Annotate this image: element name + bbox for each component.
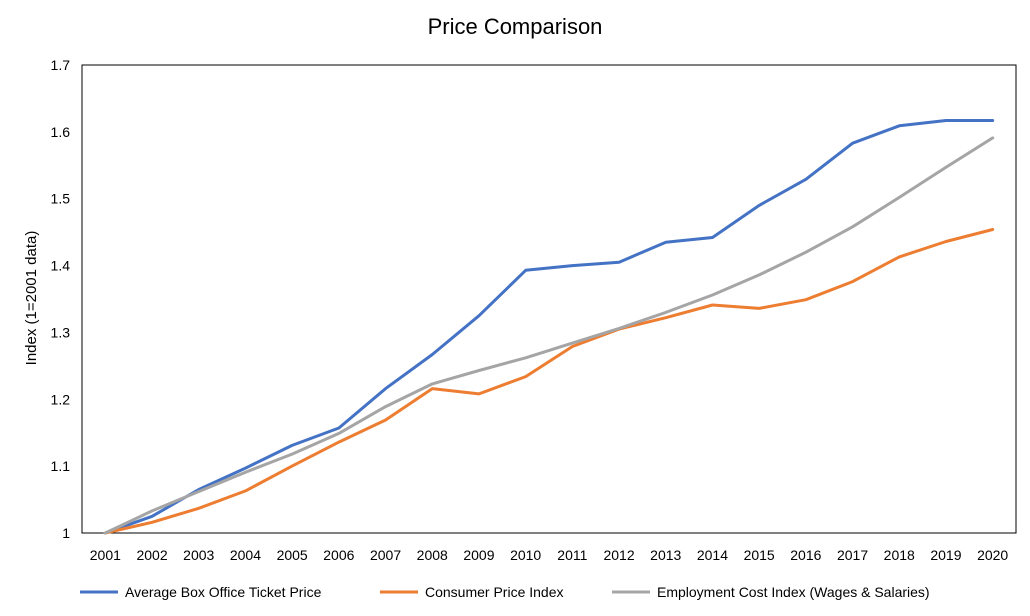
plot-frame (81, 64, 1017, 534)
x-tick-label: 2009 (463, 547, 494, 563)
legend-label: Average Box Office Ticket Price (125, 584, 322, 600)
x-tick-label: 2008 (417, 547, 448, 563)
x-tick-label: 2004 (230, 547, 261, 563)
legend-label: Employment Cost Index (Wages & Salaries) (657, 584, 930, 600)
y-tick-label: 1.4 (51, 258, 71, 274)
y-tick-label: 1 (62, 525, 70, 541)
x-tick-label: 2006 (323, 547, 354, 563)
x-tick-label: 2003 (183, 547, 214, 563)
x-tick-label: 2020 (977, 547, 1008, 563)
y-axis-label: Index (1=2001 data) (23, 231, 40, 366)
x-tick-label: 2018 (884, 547, 915, 563)
plot-area (81, 64, 1017, 534)
x-tick-label: 2007 (370, 547, 401, 563)
legend-item-3: Employment Cost Index (Wages & Salaries) (612, 584, 930, 600)
series-lines (103, 119, 995, 535)
x-tick-label: 2015 (744, 547, 775, 563)
x-tick-label: 2016 (790, 547, 821, 563)
legend: Average Box Office Ticket Price Consumer … (80, 584, 930, 600)
y-tick-label: 1.6 (51, 124, 71, 140)
legend-item-2: Consumer Price Index (380, 584, 564, 600)
x-tick-label: 2012 (603, 547, 634, 563)
chart-title: Price Comparison (428, 14, 603, 39)
y-tick-label: 1.1 (51, 458, 71, 474)
x-axis-ticks: 2001 2002 2003 2004 2005 2006 2007 2008 2009 2010… (90, 547, 1009, 563)
legend-item-1: Average Box Office Ticket Price (80, 584, 322, 600)
x-tick-label: 2005 (277, 547, 308, 563)
x-tick-label: 2011 (557, 547, 587, 563)
y-tick-label: 1.3 (51, 324, 71, 340)
x-tick-label: 2019 (930, 547, 961, 563)
series-line-2 (103, 228, 995, 535)
x-tick-label: 2013 (650, 547, 681, 563)
x-tick-label: 2014 (697, 547, 728, 563)
y-tick-label: 1.5 (51, 191, 71, 207)
legend-label: Consumer Price Index (425, 584, 564, 600)
x-tick-label: 2001 (90, 547, 121, 563)
y-tick-label: 1.2 (51, 391, 71, 407)
x-tick-label: 2017 (837, 547, 868, 563)
y-tick-label: 1.7 (51, 57, 71, 73)
x-tick-label: 2002 (136, 547, 167, 563)
series-line-1 (103, 119, 995, 535)
y-axis-ticks: 1 1.1 1.2 1.3 1.4 1.5 1.6 1.7 (51, 57, 71, 541)
x-tick-label: 2010 (510, 547, 541, 563)
series-line-3 (103, 136, 995, 535)
